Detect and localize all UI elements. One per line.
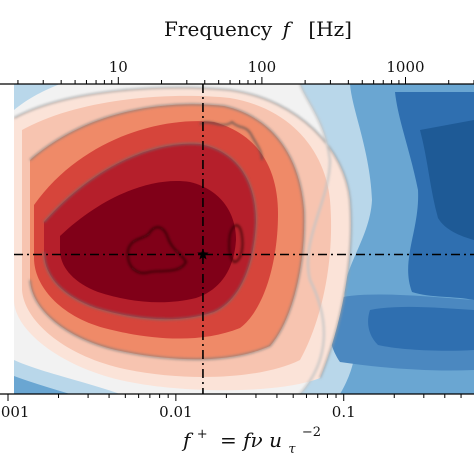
top-tick-label: 100	[248, 58, 277, 76]
contour-blue-darkest	[420, 120, 474, 240]
bottom-tick-label: 0.1	[332, 403, 356, 421]
isoline-noisy-top	[199, 121, 263, 161]
top-axis-title-unit: [Hz]	[308, 17, 352, 41]
top-tick-label: 10	[109, 58, 128, 76]
blue-contour-levels	[14, 84, 474, 394]
top-axis-title-var: f	[281, 17, 294, 41]
bottom-tick-label: 0.001	[0, 403, 29, 421]
top-tick-label: 1000	[386, 58, 424, 76]
bottom-axis-title-sub: τ	[288, 442, 296, 457]
isoline-inner	[43, 142, 257, 320]
isoline-peak-secondary	[228, 224, 244, 263]
top-axis-ticks: 10 100 1000	[17, 58, 474, 84]
contour-blue-lower-dark	[368, 306, 474, 351]
bottom-axis-title-var: f	[181, 428, 194, 452]
contour-blue-left-bottom-mid	[14, 376, 70, 394]
red-contour-levels	[14, 87, 351, 391]
top-axis-title-main: Frequency	[164, 17, 273, 41]
plot-area	[14, 84, 474, 394]
peak-marker	[197, 248, 209, 260]
bottom-axis-title-sup: +	[197, 427, 208, 442]
bottom-axis-title-eq: = fν u	[220, 428, 282, 452]
contour-red-6	[60, 181, 236, 303]
isoline-light	[299, 84, 332, 394]
bottom-axis-title-exp: −2	[302, 425, 321, 440]
top-axis-title: Frequency f [Hz]	[164, 17, 352, 41]
bottom-axis-ticks: 0.001 0.01 0.1	[0, 394, 462, 421]
isoline-mid	[29, 103, 305, 360]
bottom-tick-label: 0.01	[159, 403, 192, 421]
contour-isolines	[14, 84, 352, 394]
bottom-axis-title: f + = fν u τ −2	[181, 419, 321, 458]
isoline-peak	[127, 226, 187, 274]
isoline-outer	[14, 86, 352, 379]
contour-blue-left-top	[14, 84, 60, 110]
